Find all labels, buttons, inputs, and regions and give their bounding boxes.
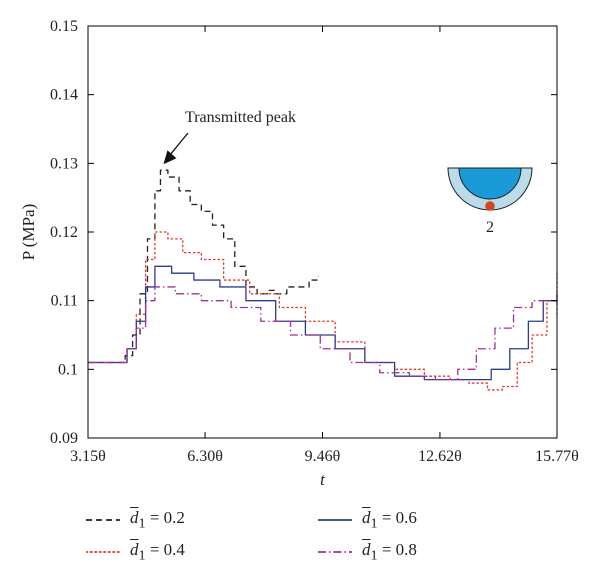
y-tick-label-5: 0.14	[50, 87, 78, 104]
legend-value: = 0.8	[381, 539, 417, 559]
inset-inner-semicircle	[458, 167, 522, 200]
legend-swatch-d1-0.2	[86, 519, 120, 521]
inset-marker-label: 2	[486, 219, 494, 236]
data-layer	[87, 169, 558, 391]
legend-item-d1-0.6: d1 = 0.6	[318, 508, 417, 532]
y-tick-label-4: 0.13	[50, 155, 78, 172]
legend-swatch-d1-0.6	[318, 519, 352, 521]
legend-variable: d	[362, 507, 371, 527]
axis-layer: 3.15θ 6.30θ 9.46θ 12.62θ 15.77θ 0.09 0.1 0.11 0.…	[19, 18, 579, 489]
legend-label-d1-0.2: d1 = 0.2	[130, 508, 185, 532]
y-tick-label-6: 0.15	[50, 18, 78, 35]
x-tick-label-3: 12.62θ	[418, 448, 462, 465]
legend-swatch-d1-0.8	[318, 551, 352, 553]
x-tick-label-4: 15.77θ	[535, 448, 579, 465]
y-tick-label-2: 0.11	[51, 293, 78, 310]
annotation-layer: Transmitted peak	[163, 109, 296, 165]
annotation-label: Transmitted peak	[185, 109, 296, 126]
annotation-arrow-head	[163, 150, 177, 165]
legend-swatch-d1-0.4	[86, 551, 120, 553]
legend-value: = 0.4	[149, 539, 185, 559]
legend-subscript: 1	[138, 515, 146, 532]
plot-frame	[87, 25, 558, 439]
legend-subscript: 1	[138, 547, 146, 564]
legend-label-d1-0.8: d1 = 0.8	[362, 540, 417, 564]
x-tick-label-1: 6.30θ	[187, 448, 223, 465]
legend-subscript: 1	[370, 515, 378, 532]
series-line-3	[88, 286, 558, 381]
legend-item-d1-0.2: d1 = 0.2	[86, 508, 185, 532]
legend-item-d1-0.4: d1 = 0.4	[86, 540, 185, 564]
chart-legend: d1 = 0.2 d1 = 0.4 d1 = 0.6 d1 = 0.8	[0, 500, 600, 576]
x-tick-label-0: 3.15θ	[70, 448, 106, 465]
series-line-1	[87, 231, 558, 391]
y-tick-label-1: 0.1	[58, 361, 78, 378]
legend-item-d1-0.8: d1 = 0.8	[318, 540, 417, 564]
y-tick-label-0: 0.09	[50, 430, 78, 447]
x-tick-label-2: 9.46θ	[305, 448, 341, 465]
series-line-2	[88, 265, 558, 381]
legend-variable: d	[130, 539, 139, 559]
legend-variable: d	[362, 539, 371, 559]
x-axis-label: t	[320, 470, 326, 489]
legend-variable: d	[130, 507, 139, 527]
legend-subscript: 1	[370, 547, 378, 564]
inset-layer: 2	[447, 167, 533, 236]
inset-marker-point	[485, 201, 495, 211]
y-tick-label-3: 0.12	[50, 224, 78, 241]
y-axis-label: P (MPa)	[19, 204, 38, 261]
legend-value: = 0.6	[381, 507, 417, 527]
legend-value: = 0.2	[149, 507, 185, 527]
legend-label-d1-0.6: d1 = 0.6	[362, 508, 417, 532]
legend-label-d1-0.4: d1 = 0.4	[130, 540, 185, 564]
